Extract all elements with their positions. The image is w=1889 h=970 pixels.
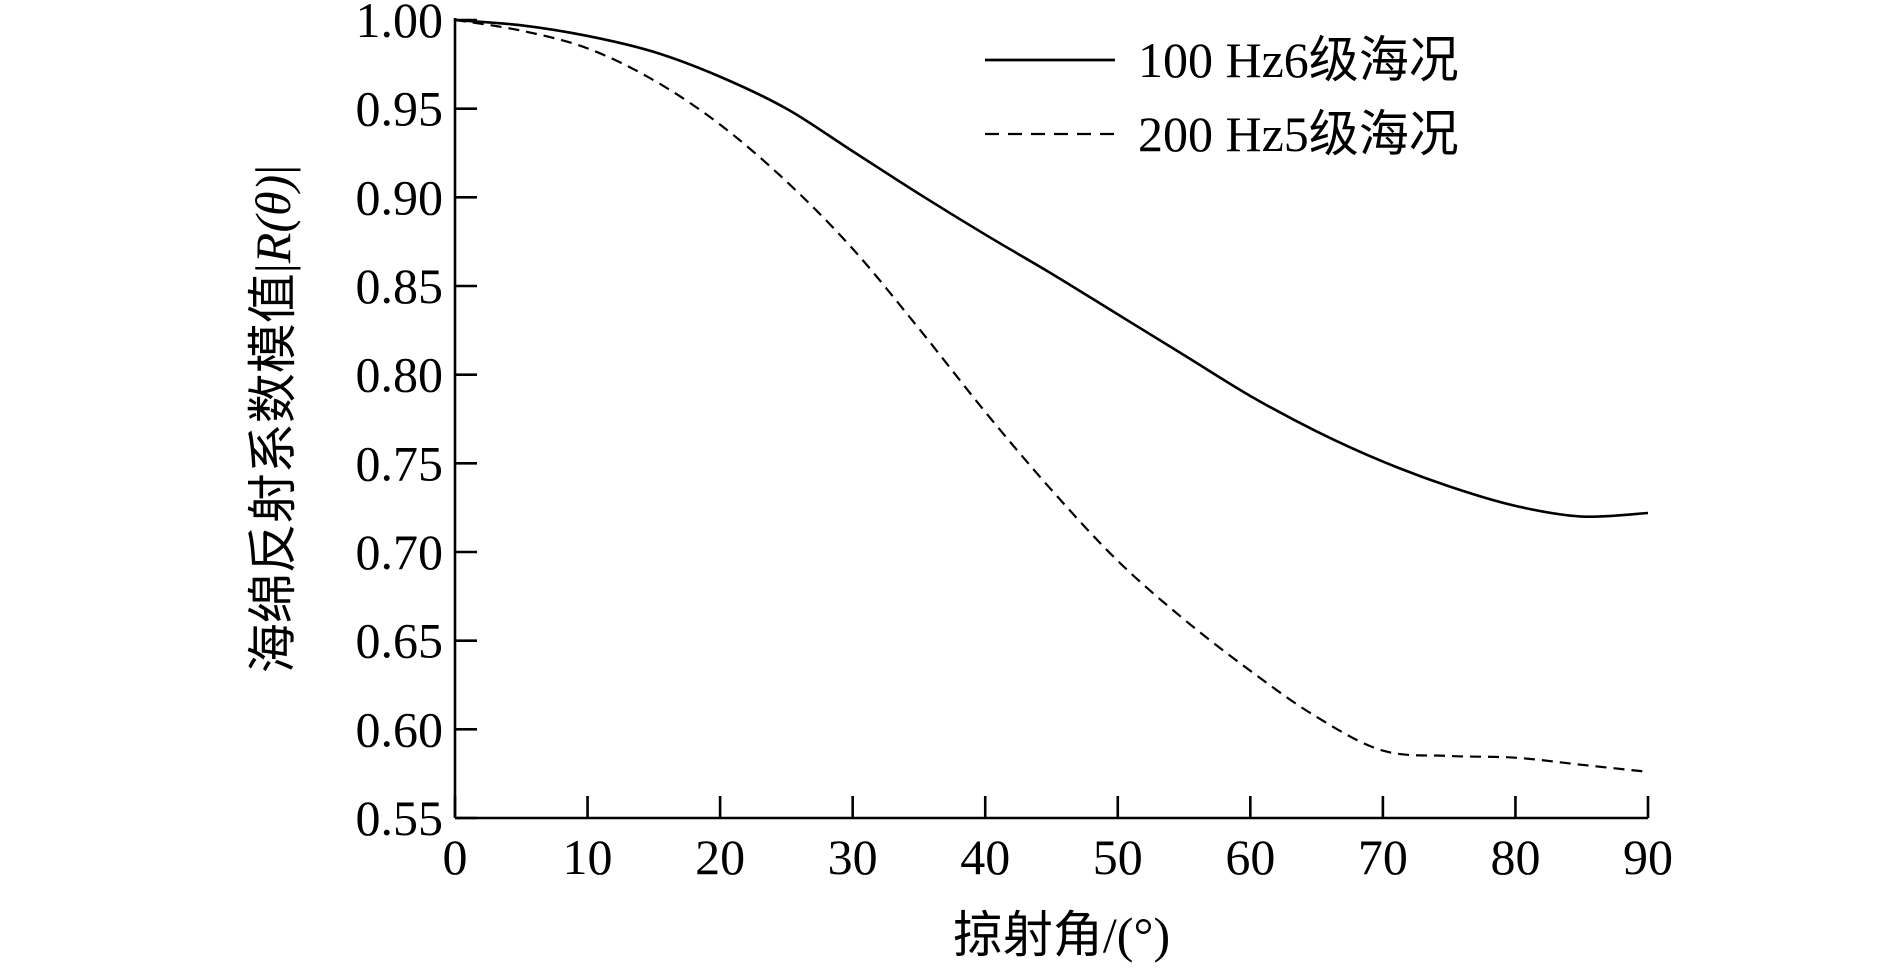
series-lines	[454, 18, 1649, 773]
x-tick-label: 40	[960, 829, 1010, 885]
y-tick-label: 0.65	[356, 613, 444, 669]
x-tick-label: 80	[1490, 829, 1540, 885]
y-tick-label: 0.70	[356, 524, 444, 580]
y-tick-label: 0.55	[356, 790, 444, 846]
x-tick-label: 20	[695, 829, 745, 885]
y-tick-label: 0.75	[356, 435, 444, 491]
x-tick-label: 60	[1225, 829, 1275, 885]
x-axis-title: 掠射角/(°)	[953, 907, 1170, 963]
y-axis-title-text: 海绵反射系数模值|	[245, 263, 301, 673]
x-tick-label: 90	[1623, 829, 1673, 885]
y-axis-title-symbol: R(θ)	[245, 175, 301, 264]
x-tick-label: 70	[1358, 829, 1408, 885]
legend-label-1: 100 Hz6级海况	[1138, 32, 1459, 88]
y-tick-label: 0.60	[356, 701, 444, 757]
y-tick-label: 0.90	[356, 169, 444, 225]
y-axis-title: 海绵反射系数模值|R(θ)|	[245, 165, 301, 673]
y-tick-label: 0.95	[356, 81, 444, 137]
axis-titles: 掠射角/(°) 海绵反射系数模值|R(θ)|	[245, 165, 1170, 963]
series-line-2	[454, 18, 1649, 773]
x-tick-label: 30	[828, 829, 878, 885]
y-tick-label: 0.85	[356, 258, 444, 314]
axes: 0 10 20 30 40 50 60 70 80 90 0.55 0.60 0.65 0.70 0.75 0…	[356, 0, 1674, 885]
y-axis-title-close: |	[245, 165, 301, 175]
x-tick-label: 10	[563, 829, 613, 885]
y-tick-label: 0.80	[356, 347, 444, 403]
series-line-1	[454, 18, 1649, 519]
x-tick-label: 50	[1093, 829, 1143, 885]
legend-label-2: 200 Hz5级海况	[1138, 106, 1459, 162]
legend: 100 Hz6级海况 200 Hz5级海况	[985, 32, 1459, 162]
x-tick-label: 0	[443, 829, 468, 885]
y-tick-label: 1.00	[356, 0, 444, 48]
